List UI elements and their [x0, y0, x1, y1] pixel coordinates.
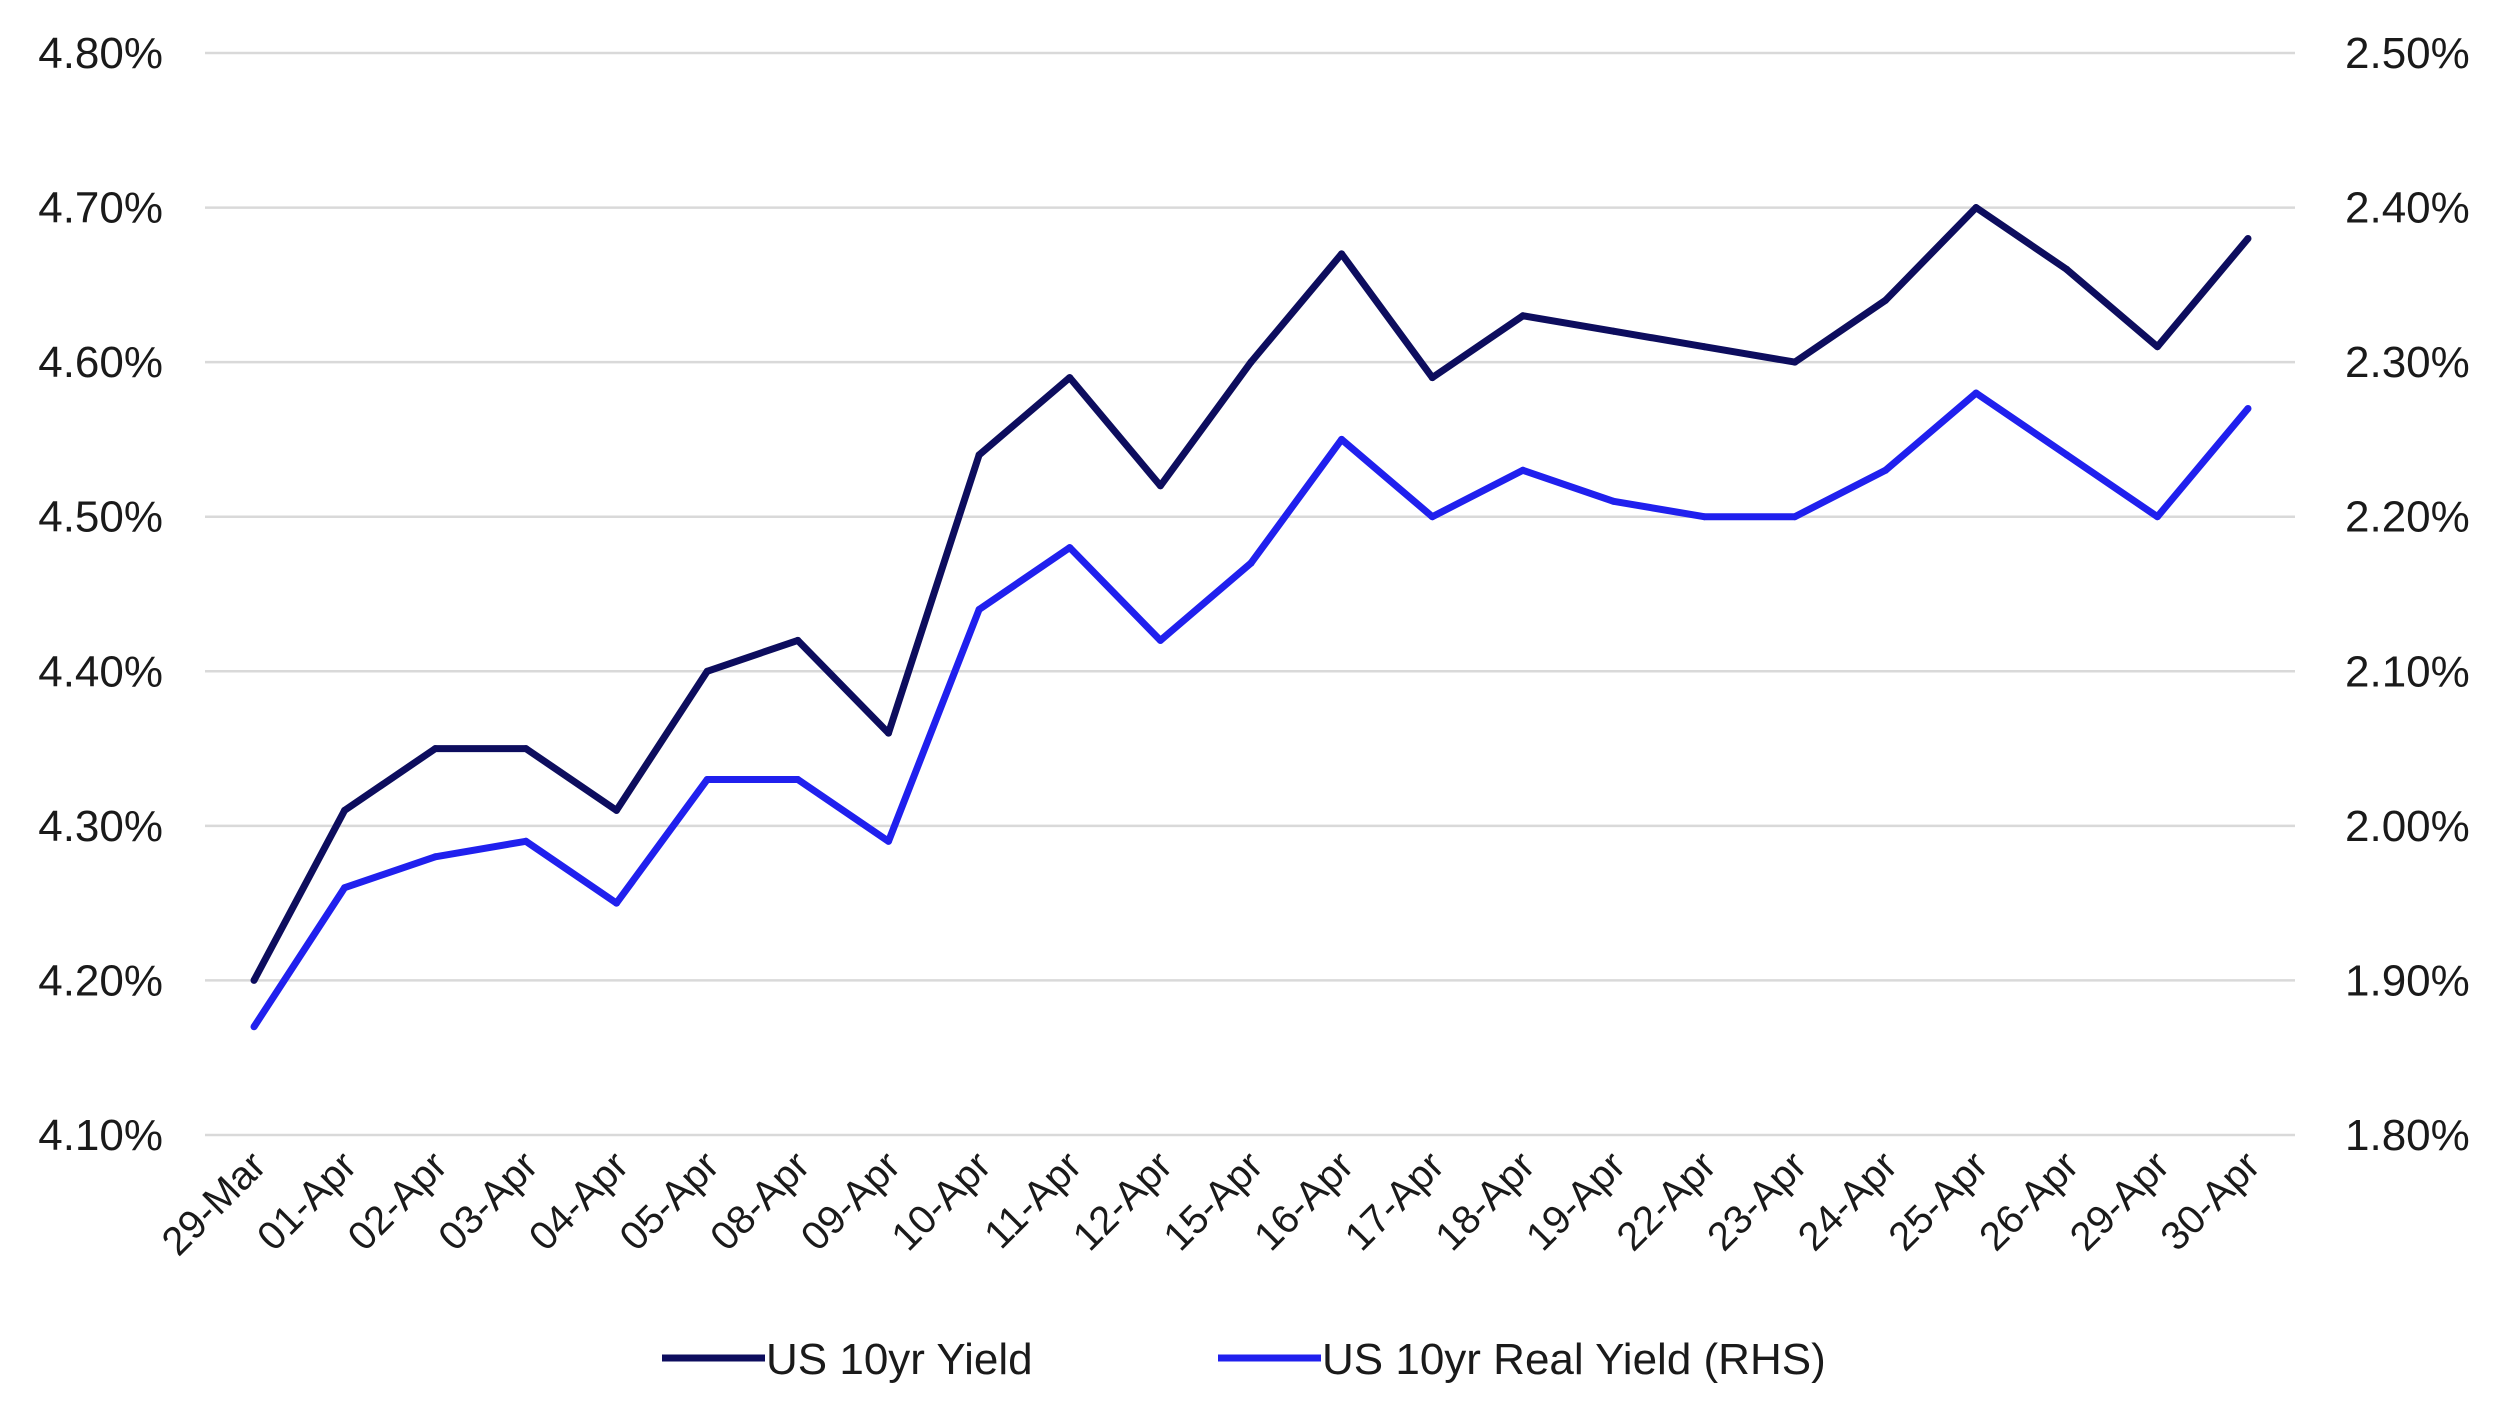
- series-line-real-yield: [251, 389, 2251, 1029]
- right-tick-label: 2.00%: [2345, 802, 2470, 851]
- data-point: [885, 837, 892, 845]
- right-tick-label: 2.40%: [2345, 184, 2470, 233]
- x-tick-label: 01-Apr: [249, 1143, 365, 1259]
- data-point: [250, 976, 258, 984]
- data-point: [341, 884, 349, 892]
- left-tick-label: 4.50%: [38, 493, 163, 542]
- data-point: [703, 667, 711, 675]
- left-tick-label: 4.30%: [38, 802, 163, 851]
- data-point: [975, 606, 983, 613]
- right-tick-label: 2.10%: [2345, 647, 2470, 696]
- data-point: [1791, 513, 1799, 521]
- data-point: [1247, 559, 1255, 567]
- right-axis-ticks: 1.80% 1.90% 2.00% 2.10% 2.20% 2.30% 2.40% 2.50%: [2345, 29, 2470, 1160]
- data-point: [1700, 513, 1708, 521]
- left-tick-label: 4.70%: [38, 184, 163, 233]
- legend-label: US 10yr Real Yield (RHS): [1322, 1335, 1826, 1384]
- data-point: [613, 806, 620, 814]
- x-tick-label: 12-Apr: [1065, 1143, 1181, 1259]
- x-tick-label: 23-Apr: [1699, 1143, 1815, 1259]
- data-point: [703, 776, 711, 783]
- x-tick-label: 25-Apr: [1880, 1143, 1996, 1259]
- right-tick-label: 1.80%: [2345, 1111, 2470, 1160]
- data-point: [1791, 358, 1799, 366]
- x-tick-label: 04-Apr: [521, 1143, 637, 1259]
- left-axis-ticks: 4.10% 4.20% 4.30% 4.40% 4.50% 4.60% 4.70% 4.80%: [38, 29, 163, 1160]
- data-point: [341, 806, 349, 814]
- data-point: [1156, 482, 1164, 490]
- data-point: [2244, 405, 2252, 412]
- data-point: [1156, 636, 1164, 644]
- x-tick-label: 09-Apr: [793, 1143, 909, 1259]
- x-tick-label: 16-Apr: [1246, 1143, 1362, 1259]
- data-point: [431, 853, 439, 861]
- x-tick-label: 30-Apr: [2152, 1143, 2268, 1259]
- data-point: [1338, 435, 1346, 443]
- data-point: [431, 745, 439, 753]
- series-line-yield: [250, 204, 2251, 983]
- data-point: [2153, 343, 2161, 351]
- x-tick-label: 03-Apr: [430, 1143, 546, 1259]
- data-point: [522, 745, 530, 753]
- right-tick-label: 2.50%: [2345, 29, 2470, 78]
- x-tick-label: 02-Apr: [340, 1143, 456, 1259]
- data-point: [613, 899, 620, 907]
- data-point: [1882, 296, 1889, 304]
- data-point: [1972, 389, 1980, 397]
- left-tick-label: 4.20%: [38, 956, 163, 1005]
- data-point: [1610, 497, 1617, 505]
- x-tick-label: 26-Apr: [1971, 1143, 2087, 1259]
- data-point: [1882, 466, 1889, 474]
- data-point: [2063, 451, 2071, 459]
- data-point: [885, 729, 892, 737]
- data-point: [794, 776, 802, 783]
- data-point: [1519, 466, 1527, 474]
- data-point: [2244, 235, 2252, 242]
- x-tick-label: 10-Apr: [883, 1143, 999, 1259]
- right-tick-label: 2.20%: [2345, 493, 2470, 542]
- right-tick-label: 1.90%: [2345, 956, 2470, 1005]
- x-tick-label: 05-Apr: [612, 1143, 728, 1259]
- data-point: [1066, 374, 1074, 382]
- data-point: [1519, 312, 1527, 320]
- x-tick-label: 19-Apr: [1518, 1143, 1634, 1259]
- right-tick-label: 2.30%: [2345, 338, 2470, 387]
- data-point: [1428, 374, 1436, 382]
- legend-label: US 10yr Yield: [766, 1335, 1033, 1384]
- data-point: [1338, 250, 1346, 258]
- x-axis-ticks: 29-Mar01-Apr02-Apr03-Apr04-Apr05-Apr08-A…: [154, 1143, 2269, 1264]
- data-point: [2063, 265, 2071, 273]
- x-tick-label: 08-Apr: [702, 1143, 818, 1259]
- x-tick-label: 22-Apr: [1609, 1143, 1725, 1259]
- data-point: [1610, 327, 1617, 335]
- data-point: [1428, 513, 1436, 521]
- x-tick-label: 15-Apr: [1155, 1143, 1271, 1259]
- data-point: [975, 451, 983, 459]
- x-tick-label: 29-Apr: [2062, 1143, 2178, 1259]
- data-point: [1972, 204, 1980, 212]
- data-point: [794, 636, 802, 644]
- data-point: [522, 837, 530, 845]
- series-lines: [250, 204, 2252, 1031]
- data-point: [1247, 358, 1255, 366]
- legend: US 10yr Yield US 10yr Real Yield (RHS): [662, 1335, 1826, 1384]
- x-tick-label: 24-Apr: [1790, 1143, 1906, 1259]
- left-tick-label: 4.40%: [38, 647, 163, 696]
- data-point: [250, 1023, 258, 1031]
- x-tick-label: 29-Mar: [154, 1143, 275, 1264]
- x-tick-label: 18-Apr: [1427, 1143, 1543, 1259]
- data-point: [2153, 513, 2161, 521]
- data-point: [1066, 544, 1074, 552]
- left-tick-label: 4.80%: [38, 29, 163, 78]
- left-tick-label: 4.10%: [38, 1111, 163, 1160]
- x-tick-label: 11-Apr: [976, 1143, 1090, 1257]
- x-tick-label: 17-Apr: [1337, 1143, 1453, 1259]
- left-tick-label: 4.60%: [38, 338, 163, 387]
- data-point: [1700, 343, 1708, 351]
